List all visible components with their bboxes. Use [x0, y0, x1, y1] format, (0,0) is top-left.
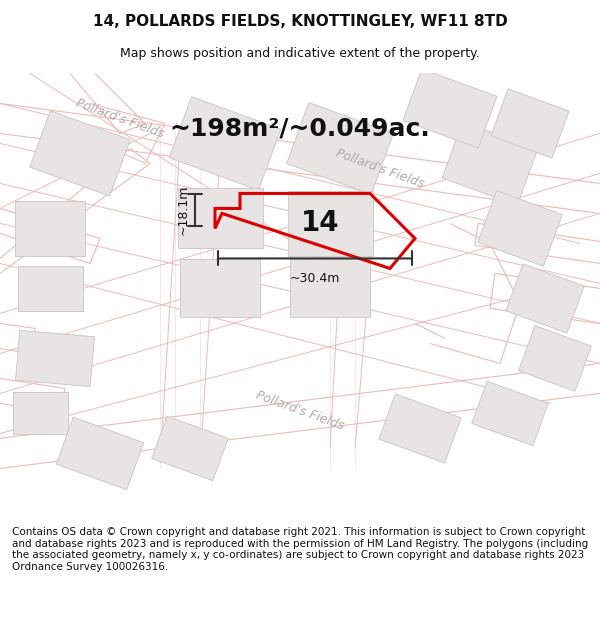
Polygon shape [0, 103, 600, 213]
Text: Contains OS data © Crown copyright and database right 2021. This information is : Contains OS data © Crown copyright and d… [12, 527, 588, 572]
Polygon shape [403, 69, 497, 148]
Text: Pollard's Fields: Pollard's Fields [74, 96, 166, 141]
Text: ~198m²/~0.049ac.: ~198m²/~0.049ac. [170, 116, 430, 141]
Polygon shape [178, 189, 263, 248]
Polygon shape [180, 259, 260, 318]
Polygon shape [415, 223, 520, 363]
Polygon shape [15, 201, 85, 256]
Polygon shape [0, 363, 600, 469]
Polygon shape [379, 394, 461, 463]
Text: ~30.4m: ~30.4m [290, 272, 340, 286]
Text: ~18.1m: ~18.1m [177, 185, 190, 235]
Polygon shape [17, 266, 83, 311]
Polygon shape [518, 326, 592, 391]
Polygon shape [478, 191, 562, 266]
Polygon shape [0, 378, 65, 414]
Text: Pollard's Fields: Pollard's Fields [334, 146, 426, 191]
Polygon shape [169, 97, 281, 190]
Polygon shape [287, 102, 394, 194]
Polygon shape [30, 111, 130, 196]
Polygon shape [442, 122, 538, 205]
Text: 14, POLLARDS FIELDS, KNOTTINGLEY, WF11 8TD: 14, POLLARDS FIELDS, KNOTTINGLEY, WF11 8… [92, 14, 508, 29]
Polygon shape [56, 417, 144, 490]
Polygon shape [290, 259, 370, 318]
Polygon shape [506, 264, 584, 333]
Text: Map shows position and indicative extent of the property.: Map shows position and indicative extent… [120, 48, 480, 61]
Polygon shape [152, 416, 228, 481]
Polygon shape [491, 89, 569, 158]
Polygon shape [13, 392, 67, 434]
Text: 14: 14 [301, 209, 340, 238]
Polygon shape [472, 381, 548, 446]
Polygon shape [0, 148, 150, 274]
Polygon shape [287, 191, 373, 256]
Polygon shape [16, 330, 95, 387]
Text: Pollard's Fields: Pollard's Fields [254, 388, 346, 432]
